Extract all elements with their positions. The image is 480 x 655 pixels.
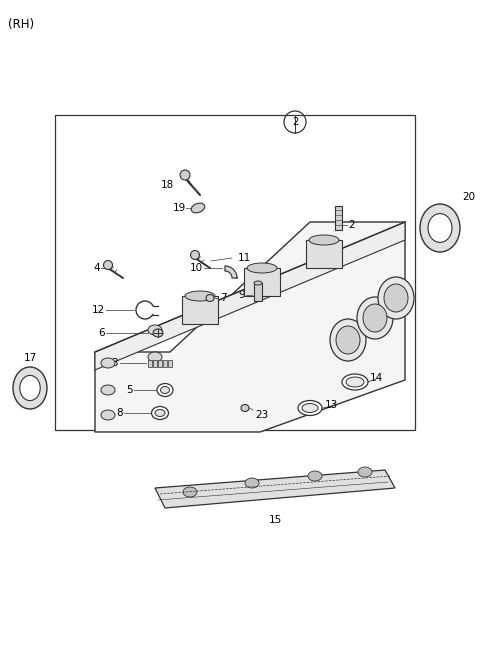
Polygon shape — [95, 222, 405, 432]
Text: 10: 10 — [190, 263, 203, 273]
Ellipse shape — [302, 403, 318, 413]
Text: 8: 8 — [116, 408, 123, 418]
Polygon shape — [155, 470, 395, 508]
Ellipse shape — [152, 407, 168, 419]
Text: 19: 19 — [173, 203, 186, 213]
Ellipse shape — [254, 281, 262, 285]
Circle shape — [104, 261, 112, 269]
Ellipse shape — [101, 410, 115, 420]
Text: 7: 7 — [220, 293, 227, 303]
Text: 17: 17 — [24, 353, 36, 363]
Bar — [55, 115, 415, 430]
Ellipse shape — [378, 277, 414, 319]
Ellipse shape — [155, 409, 165, 417]
Ellipse shape — [101, 358, 115, 368]
Ellipse shape — [13, 367, 47, 409]
Bar — [182, 296, 218, 324]
Text: 2: 2 — [292, 117, 298, 127]
Text: 11: 11 — [238, 253, 251, 263]
Text: 3: 3 — [111, 358, 118, 368]
Ellipse shape — [384, 284, 408, 312]
Bar — [168, 360, 172, 367]
Ellipse shape — [342, 374, 368, 390]
Ellipse shape — [346, 377, 364, 387]
Text: 12: 12 — [92, 305, 105, 315]
Bar — [158, 360, 162, 367]
Ellipse shape — [358, 467, 372, 477]
Bar — [153, 360, 157, 367]
Ellipse shape — [157, 383, 173, 396]
Ellipse shape — [191, 203, 205, 213]
Ellipse shape — [363, 304, 387, 332]
Ellipse shape — [428, 214, 452, 242]
Text: 20: 20 — [462, 192, 475, 202]
Ellipse shape — [420, 204, 460, 252]
Ellipse shape — [185, 291, 215, 301]
Ellipse shape — [148, 325, 162, 335]
Bar — [306, 240, 342, 268]
Text: 14: 14 — [370, 373, 383, 383]
Ellipse shape — [298, 400, 322, 415]
Ellipse shape — [20, 375, 40, 401]
Polygon shape — [225, 266, 237, 278]
Ellipse shape — [206, 295, 214, 301]
Bar — [254, 283, 262, 301]
Ellipse shape — [357, 297, 393, 339]
Bar — [163, 360, 167, 367]
Text: 2: 2 — [348, 220, 355, 230]
Text: 13: 13 — [325, 400, 338, 410]
Polygon shape — [95, 222, 405, 370]
Ellipse shape — [336, 326, 360, 354]
Text: 6: 6 — [98, 328, 105, 338]
Ellipse shape — [241, 405, 249, 411]
Ellipse shape — [308, 471, 322, 481]
Ellipse shape — [245, 478, 259, 488]
Bar — [335, 206, 342, 230]
Text: 4: 4 — [94, 263, 100, 273]
Ellipse shape — [183, 487, 197, 497]
Ellipse shape — [153, 329, 163, 337]
Text: 15: 15 — [268, 515, 282, 525]
Text: 23: 23 — [255, 410, 268, 420]
Ellipse shape — [330, 319, 366, 361]
Circle shape — [180, 170, 190, 180]
Bar — [148, 360, 152, 367]
Ellipse shape — [247, 263, 277, 273]
Ellipse shape — [309, 235, 339, 245]
Text: 5: 5 — [126, 385, 133, 395]
Ellipse shape — [160, 386, 169, 394]
Text: (RH): (RH) — [8, 18, 34, 31]
Text: 18: 18 — [161, 180, 174, 190]
Text: 9: 9 — [239, 290, 245, 300]
Ellipse shape — [148, 352, 162, 362]
Circle shape — [191, 250, 200, 259]
Ellipse shape — [101, 385, 115, 395]
Bar — [244, 268, 280, 296]
